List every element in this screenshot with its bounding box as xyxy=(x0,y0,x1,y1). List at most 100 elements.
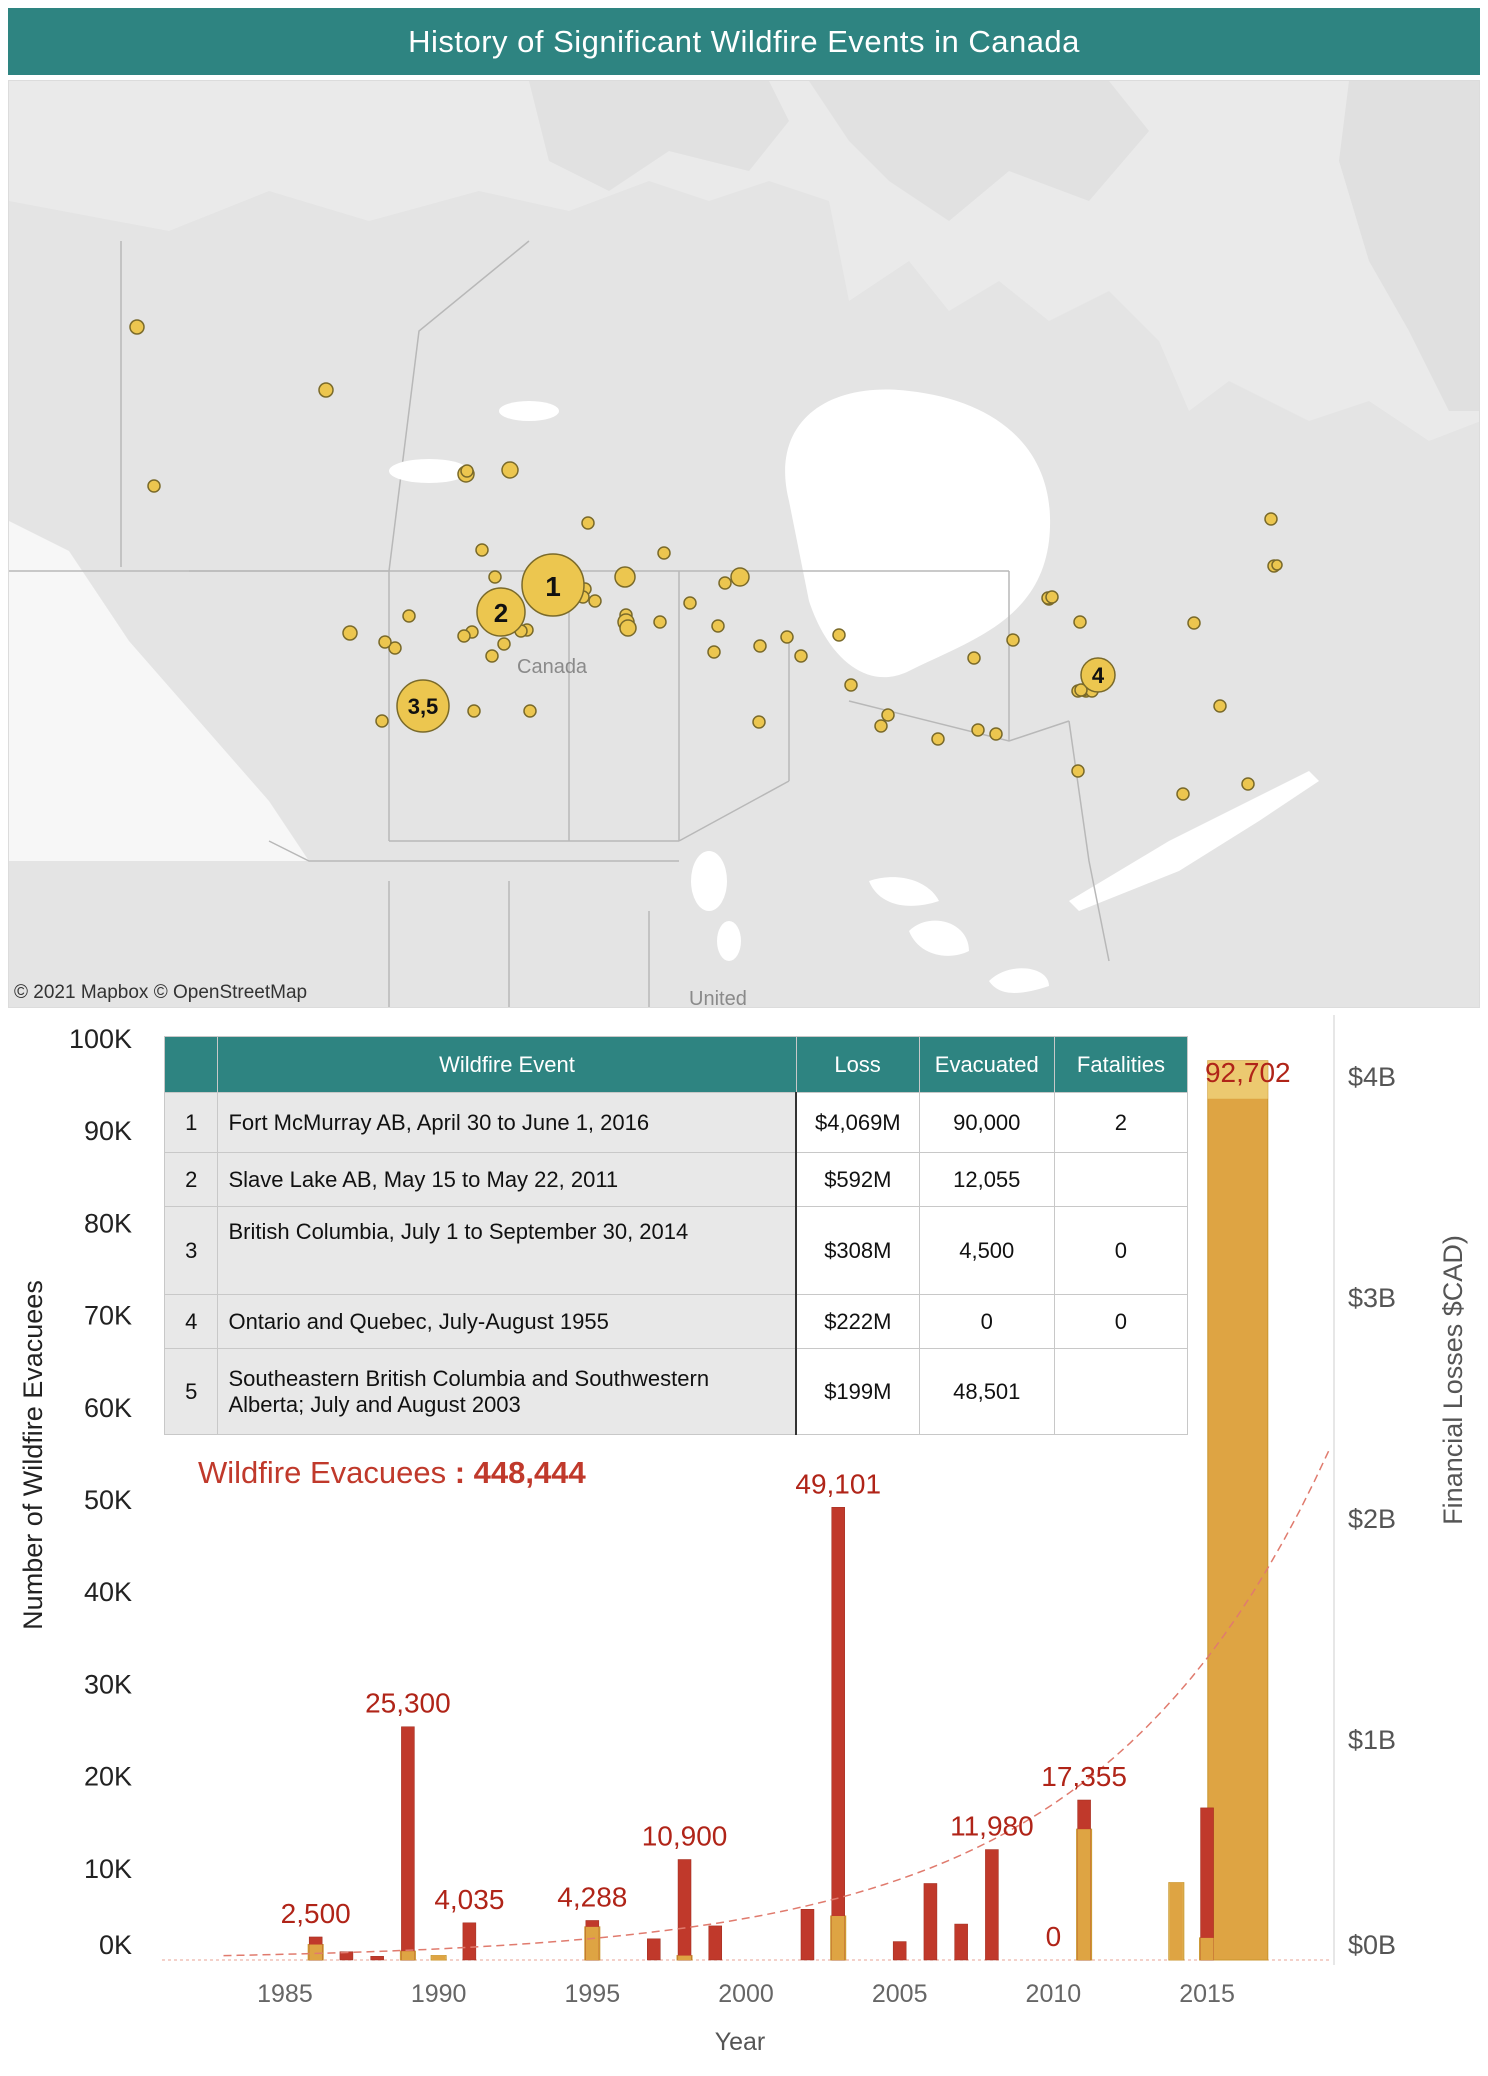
total-evacuees: Wildfire Evacuees : 448,444 xyxy=(198,1455,586,1491)
event-2-label: 2 xyxy=(494,598,508,628)
y-tick-label: 70K xyxy=(84,1301,132,1331)
canada-wildfire-map[interactable]: Canada United xyxy=(8,80,1480,1008)
fire-marker[interactable] xyxy=(1264,512,1278,526)
event-2-marker[interactable] xyxy=(476,587,526,637)
fire-marker[interactable] xyxy=(794,649,808,663)
fire-marker[interactable] xyxy=(780,630,794,644)
evacuee-bar xyxy=(401,1726,415,1961)
fire-marker[interactable] xyxy=(967,651,981,665)
bar-data-label: 49,101 xyxy=(795,1468,881,1499)
fire-marker[interactable] xyxy=(1073,615,1087,629)
map-hudson-bay xyxy=(785,389,1051,678)
evacuee-bar xyxy=(831,1507,845,1961)
fire-marker[interactable] xyxy=(619,619,637,637)
y-tick-label: 50K xyxy=(84,1485,132,1515)
fire-marker[interactable] xyxy=(475,543,489,557)
fire-marker[interactable] xyxy=(657,546,671,560)
bar-data-label: 17,355 xyxy=(1041,1761,1127,1792)
fire-marker[interactable] xyxy=(1176,787,1190,801)
row-event: British Columbia, July 1 to September 30… xyxy=(217,1206,797,1295)
row-num: 1 xyxy=(163,1092,219,1153)
fire-marker[interactable] xyxy=(375,714,389,728)
fire-marker[interactable] xyxy=(342,625,358,641)
table-header-event: Wildfire Event xyxy=(217,1036,797,1093)
event-1-label: 1 xyxy=(545,571,561,602)
loss-bar-highlight xyxy=(1207,1060,1268,1099)
loss-overlay xyxy=(1169,1882,1183,1960)
y2-tick-label: $4B xyxy=(1348,1062,1396,1092)
wildfire-events-table: Wildfire Event Loss Evacuated Fatalities… xyxy=(163,1036,1189,1435)
fire-marker[interactable] xyxy=(1213,699,1227,713)
y-tick-label: 40K xyxy=(84,1577,132,1607)
y2-axis-title: Financial Losses $CAD) xyxy=(1438,1235,1468,1525)
fire-marker[interactable] xyxy=(1006,633,1020,647)
fire-marker[interactable] xyxy=(388,641,402,655)
fire-marker[interactable] xyxy=(653,615,667,629)
fire-marker[interactable] xyxy=(752,715,766,729)
fire-marker[interactable] xyxy=(1045,590,1059,604)
evacuee-bar xyxy=(647,1938,661,1961)
fire-marker[interactable] xyxy=(467,704,481,718)
fire-marker[interactable] xyxy=(147,479,161,493)
fire-marker[interactable] xyxy=(501,461,519,479)
fire-marker[interactable] xyxy=(588,594,602,608)
fire-marker[interactable] xyxy=(711,619,725,633)
fire-marker[interactable] xyxy=(1071,764,1085,778)
evacuee-bar xyxy=(892,1941,907,1961)
map-great-lakes xyxy=(869,877,1049,993)
fire-marker[interactable] xyxy=(753,639,767,653)
fire-marker[interactable] xyxy=(497,637,511,651)
fire-marker[interactable] xyxy=(931,732,945,746)
fire-marker[interactable] xyxy=(707,645,721,659)
fire-marker[interactable] xyxy=(1187,616,1201,630)
fire-marker[interactable] xyxy=(614,566,636,588)
row-loss: $592M xyxy=(794,1152,920,1207)
row-event: Fort McMurray AB, April 30 to June 1, 20… xyxy=(217,1092,797,1153)
x-tick-label: 1995 xyxy=(565,1980,621,2008)
bar-data-label: 11,980 xyxy=(950,1811,1034,1842)
fire-marker[interactable] xyxy=(523,704,537,718)
fire-marker[interactable] xyxy=(989,727,1003,741)
map-bottom-label: United xyxy=(689,988,747,1008)
event-1-marker[interactable] xyxy=(521,553,585,617)
map-credit: © 2021 Mapbox © OpenStreetMap xyxy=(14,982,308,1003)
y-tick-label: 90K xyxy=(84,1116,132,1146)
fire-marker[interactable] xyxy=(683,596,697,610)
fire-marker[interactable] xyxy=(402,609,416,623)
x-tick-label: 2010 xyxy=(1026,1980,1082,2008)
fire-marker[interactable] xyxy=(129,319,145,335)
row-fatalities: 0 xyxy=(1053,1206,1189,1295)
fire-marker[interactable] xyxy=(1271,559,1283,571)
bar-data-label: 4,288 xyxy=(557,1881,627,1912)
map-country-label: Canada xyxy=(517,656,588,678)
row-event: Slave Lake AB, May 15 to May 22, 2011 xyxy=(217,1152,797,1207)
fire-marker[interactable] xyxy=(1074,683,1088,697)
map-greenland xyxy=(1339,81,1479,411)
small-markers xyxy=(129,319,1283,801)
y2-tick-label: $1B xyxy=(1348,1725,1396,1755)
fire-marker[interactable] xyxy=(488,570,502,584)
fire-marker[interactable] xyxy=(460,464,474,478)
fire-marker[interactable] xyxy=(318,382,334,398)
fire-marker[interactable] xyxy=(832,628,846,642)
event-4-marker[interactable] xyxy=(1080,657,1116,693)
row-event: Southeastern British Columbia and Southw… xyxy=(217,1348,797,1435)
fire-marker[interactable] xyxy=(581,516,595,530)
fire-marker[interactable] xyxy=(874,719,888,733)
fire-marker[interactable] xyxy=(730,567,750,587)
fire-marker[interactable] xyxy=(844,678,858,692)
fire-marker[interactable] xyxy=(718,576,732,590)
fire-marker[interactable] xyxy=(378,635,392,649)
row-num: 5 xyxy=(163,1348,219,1435)
y-tick-label: 10K xyxy=(84,1854,132,1884)
fire-marker[interactable] xyxy=(457,629,471,643)
fire-marker[interactable] xyxy=(881,708,895,722)
row-fatalities xyxy=(1053,1348,1189,1435)
row-fatalities xyxy=(1053,1152,1189,1207)
table-header-fatalities: Fatalities xyxy=(1053,1036,1189,1093)
event-3-5-marker[interactable] xyxy=(396,679,450,733)
fire-marker[interactable] xyxy=(485,649,499,663)
fire-marker[interactable] xyxy=(971,723,985,737)
loss-overlay xyxy=(309,1944,323,1960)
fire-marker[interactable] xyxy=(1241,777,1255,791)
